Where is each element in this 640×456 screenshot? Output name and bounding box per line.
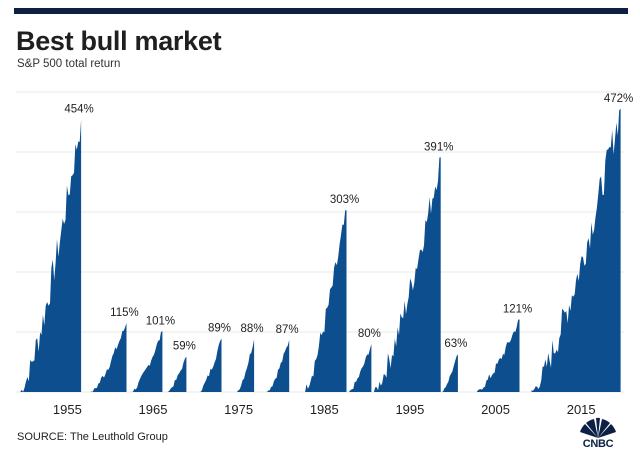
bull-market-area-11 <box>441 354 458 392</box>
bull-market-area-2 <box>91 323 127 392</box>
peak-label-13: 472% <box>604 93 633 105</box>
source-note: SOURCE: The Leuthold Group <box>17 431 168 443</box>
peak-label-4: 59% <box>173 341 196 353</box>
x-tick-1965: 1965 <box>139 402 168 417</box>
x-tick-1985: 1985 <box>310 402 339 417</box>
x-tick-1955: 1955 <box>53 402 82 417</box>
peak-label-3: 101% <box>146 315 175 327</box>
bull-market-area-6 <box>236 339 255 392</box>
peak-label-2: 115% <box>110 307 139 319</box>
peacock-icon <box>580 417 616 438</box>
bull-market-area-7 <box>266 339 290 392</box>
bull-market-area-12 <box>476 319 520 392</box>
peak-label-8: 303% <box>330 194 359 206</box>
bull-market-area-9 <box>349 344 372 392</box>
x-tick-2005: 2005 <box>481 402 510 417</box>
bull-market-area-5 <box>199 338 222 392</box>
peak-label-10: 391% <box>424 141 453 153</box>
bull-market-area-1 <box>20 119 82 392</box>
bull-market-areas <box>20 108 621 393</box>
logo-text: CNBC <box>582 438 614 450</box>
peak-label-7: 87% <box>276 324 299 336</box>
cnbc-logo: CNBC <box>572 414 624 450</box>
peak-label-6: 88% <box>241 323 264 335</box>
peak-label-12: 121% <box>503 303 532 315</box>
chart-title: Best bull market <box>16 26 222 56</box>
peak-label-5: 89% <box>208 323 231 335</box>
peak-labels: 454% 115% 101% 59% 89% 88% 87% 303% 80% 391% 63% 12… <box>64 93 633 353</box>
x-tick-1975: 1975 <box>224 402 253 417</box>
bull-market-area-3 <box>131 331 163 392</box>
x-tick-1995: 1995 <box>395 402 424 417</box>
x-axis-ticks: 1955 1965 1975 1985 1995 2005 2015 <box>53 402 596 417</box>
peak-label-9: 80% <box>358 328 381 340</box>
top-accent-bar <box>14 8 628 14</box>
bull-market-area-13 <box>531 108 621 393</box>
peak-label-1: 454% <box>64 104 93 116</box>
bull-market-area-8 <box>303 210 347 392</box>
bull-market-area-4 <box>167 356 187 392</box>
bull-market-area-10 <box>373 157 441 392</box>
x-tick-2015: 2015 <box>567 402 596 417</box>
peak-label-11: 63% <box>444 338 467 350</box>
chart-subtitle: S&P 500 total return <box>17 58 121 70</box>
